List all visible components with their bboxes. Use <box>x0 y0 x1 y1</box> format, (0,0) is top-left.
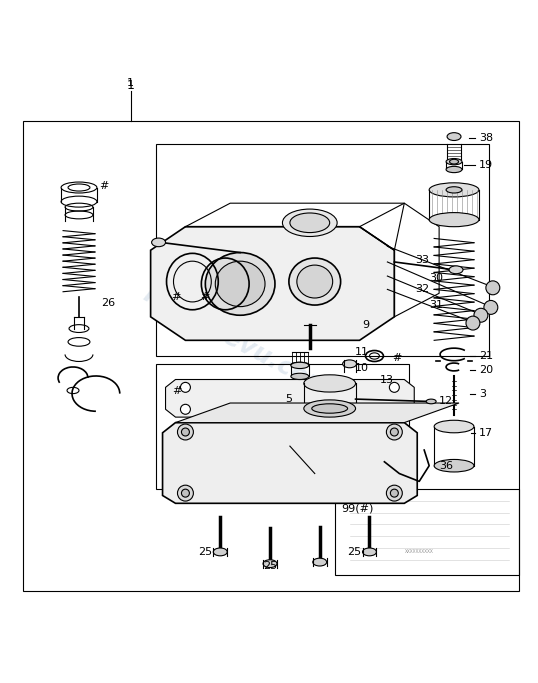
Ellipse shape <box>312 404 348 413</box>
Text: #: # <box>173 387 182 396</box>
Text: #: # <box>99 181 108 191</box>
Bar <box>23 121 519 591</box>
Circle shape <box>178 424 193 440</box>
Text: 1: 1 <box>127 79 134 92</box>
Ellipse shape <box>263 560 277 568</box>
Polygon shape <box>166 380 414 417</box>
Circle shape <box>391 489 398 497</box>
Text: 19: 19 <box>479 160 493 170</box>
Polygon shape <box>151 227 394 340</box>
Text: 10: 10 <box>355 363 369 373</box>
Ellipse shape <box>291 373 309 380</box>
Circle shape <box>181 428 189 436</box>
Circle shape <box>180 404 190 415</box>
Ellipse shape <box>304 400 356 417</box>
Ellipse shape <box>304 375 356 392</box>
Circle shape <box>486 281 500 295</box>
Text: 5: 5 <box>285 394 292 404</box>
Text: #: # <box>392 352 402 363</box>
Bar <box>335 489 519 575</box>
Circle shape <box>178 485 193 501</box>
Ellipse shape <box>363 548 377 556</box>
Text: 38: 38 <box>479 133 493 143</box>
Text: 9: 9 <box>363 320 370 330</box>
Circle shape <box>386 424 402 440</box>
Text: 13: 13 <box>379 374 393 385</box>
Ellipse shape <box>429 212 479 227</box>
Ellipse shape <box>434 460 474 472</box>
Text: 30: 30 <box>429 273 443 283</box>
Circle shape <box>390 404 399 415</box>
Text: 11: 11 <box>355 347 369 357</box>
Ellipse shape <box>291 362 309 367</box>
Ellipse shape <box>446 186 462 193</box>
Text: XXXXXXXXXX: XXXXXXXXXX <box>405 549 434 555</box>
Circle shape <box>466 316 480 330</box>
Bar <box>155 144 489 356</box>
Ellipse shape <box>289 258 341 305</box>
Ellipse shape <box>450 159 458 164</box>
Ellipse shape <box>446 167 462 173</box>
Text: 1: 1 <box>127 79 134 88</box>
Ellipse shape <box>152 238 166 247</box>
Ellipse shape <box>297 265 332 298</box>
Text: 12: 12 <box>439 396 453 406</box>
Circle shape <box>180 382 190 392</box>
Ellipse shape <box>291 362 309 369</box>
Text: 25: 25 <box>199 547 213 557</box>
Text: 17: 17 <box>479 428 493 438</box>
Text: 20: 20 <box>479 365 493 375</box>
Circle shape <box>386 485 402 501</box>
Ellipse shape <box>429 183 479 197</box>
Ellipse shape <box>446 158 462 165</box>
Text: 32: 32 <box>415 284 429 294</box>
Polygon shape <box>175 403 459 423</box>
Circle shape <box>474 308 488 322</box>
Ellipse shape <box>447 133 461 141</box>
Bar <box>155 364 409 489</box>
Text: 36: 36 <box>439 461 453 471</box>
Ellipse shape <box>313 558 327 566</box>
Ellipse shape <box>434 420 474 433</box>
Ellipse shape <box>206 253 275 316</box>
Circle shape <box>484 301 498 314</box>
Text: 3: 3 <box>479 389 486 399</box>
Text: 33: 33 <box>415 255 429 266</box>
Ellipse shape <box>282 209 337 236</box>
Text: 25: 25 <box>263 561 277 571</box>
Circle shape <box>391 428 398 436</box>
Ellipse shape <box>426 399 436 404</box>
Text: #: # <box>200 292 210 302</box>
Polygon shape <box>162 423 417 503</box>
Text: 99(#): 99(#) <box>342 504 374 514</box>
Circle shape <box>390 382 399 392</box>
Circle shape <box>181 489 189 497</box>
Text: PartsRevu.com: PartsRevu.com <box>139 282 335 401</box>
Text: 26: 26 <box>101 298 115 309</box>
Text: 21: 21 <box>479 351 493 361</box>
Ellipse shape <box>290 213 330 233</box>
Ellipse shape <box>449 266 463 274</box>
Ellipse shape <box>343 360 357 367</box>
Text: 25: 25 <box>348 547 362 557</box>
Text: #: # <box>172 292 181 302</box>
Text: 31: 31 <box>429 300 443 310</box>
Ellipse shape <box>213 548 227 556</box>
Ellipse shape <box>215 261 265 307</box>
